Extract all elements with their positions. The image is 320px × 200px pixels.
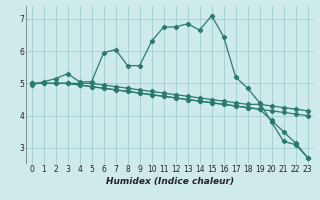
X-axis label: Humidex (Indice chaleur): Humidex (Indice chaleur) (106, 177, 234, 186)
